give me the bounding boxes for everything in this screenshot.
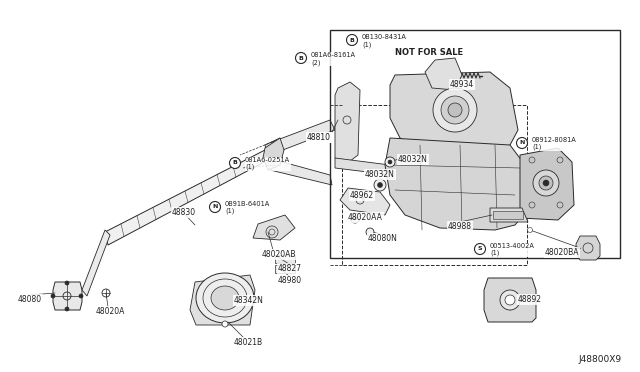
Text: 0B130-8431A
(1): 0B130-8431A (1) bbox=[362, 34, 407, 48]
Circle shape bbox=[474, 244, 486, 254]
Text: N: N bbox=[212, 205, 218, 209]
Polygon shape bbox=[490, 208, 528, 222]
Text: NOT FOR SALE: NOT FOR SALE bbox=[395, 48, 463, 57]
Circle shape bbox=[539, 176, 553, 190]
Circle shape bbox=[366, 228, 374, 236]
Circle shape bbox=[500, 290, 520, 310]
Text: J48800X9: J48800X9 bbox=[579, 355, 622, 364]
Bar bbox=[275, 255, 295, 263]
Circle shape bbox=[346, 35, 358, 45]
Text: 48934: 48934 bbox=[450, 80, 474, 89]
Polygon shape bbox=[390, 72, 518, 152]
Circle shape bbox=[79, 294, 83, 298]
Circle shape bbox=[65, 307, 69, 311]
Bar bbox=[493, 211, 523, 219]
Bar bbox=[275, 265, 295, 273]
Text: 48021B: 48021B bbox=[234, 338, 263, 347]
Text: 48080N: 48080N bbox=[368, 234, 398, 243]
Text: 48020AA: 48020AA bbox=[348, 213, 383, 222]
Text: 48020BA: 48020BA bbox=[545, 248, 579, 257]
Text: 48892: 48892 bbox=[518, 295, 542, 304]
Text: 48032N: 48032N bbox=[365, 170, 395, 179]
Text: 48032N: 48032N bbox=[398, 155, 428, 164]
Circle shape bbox=[353, 216, 357, 220]
Text: 48980: 48980 bbox=[278, 276, 302, 285]
Circle shape bbox=[533, 170, 559, 196]
Polygon shape bbox=[53, 282, 82, 310]
Text: 00513-4002A
(1): 00513-4002A (1) bbox=[490, 243, 535, 257]
Text: 48827: 48827 bbox=[278, 264, 302, 273]
Polygon shape bbox=[265, 138, 284, 158]
Polygon shape bbox=[268, 158, 332, 185]
Ellipse shape bbox=[196, 273, 254, 323]
Polygon shape bbox=[105, 150, 268, 245]
Text: B: B bbox=[349, 38, 355, 42]
Circle shape bbox=[448, 103, 462, 117]
Polygon shape bbox=[272, 120, 335, 153]
Polygon shape bbox=[340, 188, 390, 215]
Circle shape bbox=[441, 96, 469, 124]
Text: 48988: 48988 bbox=[448, 222, 472, 231]
Polygon shape bbox=[335, 82, 360, 165]
Text: N: N bbox=[519, 141, 525, 145]
Text: 48020AB: 48020AB bbox=[262, 250, 296, 259]
Circle shape bbox=[296, 52, 307, 64]
Circle shape bbox=[505, 295, 515, 305]
Bar bbox=[342, 105, 527, 265]
Circle shape bbox=[433, 88, 477, 132]
Circle shape bbox=[350, 213, 360, 223]
Text: 081A6-8161A
(2): 081A6-8161A (2) bbox=[311, 52, 356, 65]
Polygon shape bbox=[263, 138, 284, 170]
Circle shape bbox=[51, 294, 55, 298]
Polygon shape bbox=[576, 236, 600, 260]
Text: 48830: 48830 bbox=[172, 208, 196, 217]
Text: B: B bbox=[299, 55, 303, 61]
Text: 08912-8081A
(1): 08912-8081A (1) bbox=[532, 137, 577, 151]
Text: 081A6-0251A
(1): 081A6-0251A (1) bbox=[245, 157, 290, 170]
Polygon shape bbox=[484, 278, 536, 322]
Text: 48810: 48810 bbox=[307, 133, 331, 142]
Circle shape bbox=[516, 138, 527, 148]
Circle shape bbox=[385, 157, 395, 167]
Circle shape bbox=[543, 180, 549, 186]
Text: 48080: 48080 bbox=[18, 295, 42, 304]
Circle shape bbox=[209, 202, 221, 212]
Polygon shape bbox=[335, 158, 392, 175]
Circle shape bbox=[527, 228, 532, 232]
Bar bbox=[330, 30, 620, 258]
Text: 48810: 48810 bbox=[307, 133, 331, 142]
Text: 0B91B-6401A
(1): 0B91B-6401A (1) bbox=[225, 201, 270, 215]
Text: B: B bbox=[232, 160, 237, 166]
Circle shape bbox=[388, 160, 392, 164]
Polygon shape bbox=[425, 58, 462, 90]
Ellipse shape bbox=[211, 286, 239, 310]
Polygon shape bbox=[82, 230, 110, 296]
Polygon shape bbox=[385, 138, 528, 230]
Polygon shape bbox=[520, 148, 574, 220]
Circle shape bbox=[374, 179, 386, 191]
Polygon shape bbox=[190, 275, 255, 325]
Circle shape bbox=[230, 157, 241, 169]
Circle shape bbox=[378, 183, 383, 187]
Text: 48342N: 48342N bbox=[234, 296, 264, 305]
Polygon shape bbox=[253, 215, 295, 240]
Text: S: S bbox=[477, 247, 483, 251]
Circle shape bbox=[222, 321, 228, 327]
Text: 48020A: 48020A bbox=[96, 307, 125, 316]
Text: 48962: 48962 bbox=[350, 191, 374, 200]
Circle shape bbox=[65, 281, 69, 285]
